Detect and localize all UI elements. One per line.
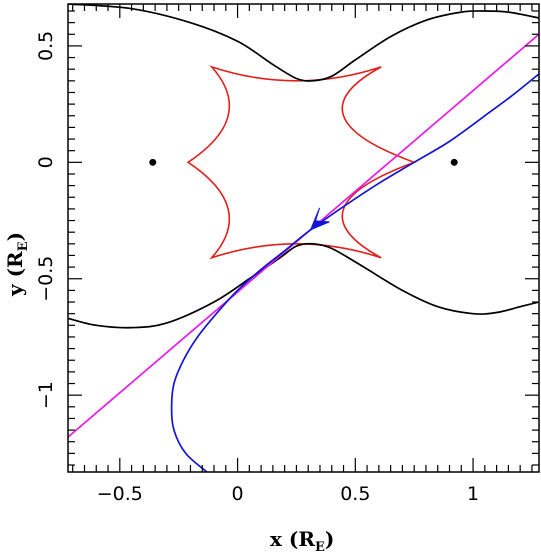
x-tick-label-3: 0.5 (340, 483, 370, 505)
y-axis-label-sub: E (16, 241, 31, 251)
y-axis-label-main: y (R (3, 251, 27, 297)
y-tick-label-4: −1 (35, 381, 57, 409)
y-axis-label-close: ) (3, 232, 27, 241)
plot-frame (67, 3, 540, 473)
lens-point-1 (149, 158, 157, 166)
x-axis-label-close: ) (325, 527, 334, 551)
y-axis-label: y (RE) (3, 232, 31, 297)
plot-area (68, 4, 539, 472)
y-tick-label-1: 0.5 (35, 31, 57, 61)
x-tick-label-4: 1 (467, 483, 479, 505)
y-tick-label-2: 0 (35, 156, 57, 168)
series-line-2 (68, 242, 539, 329)
x-axis-label: x (RE) (270, 527, 334, 555)
lens-point-2 (450, 158, 458, 166)
axis-ticks (68, 4, 539, 472)
x-tick-label-2: 0 (232, 483, 244, 505)
x-tick-label-1: −0.5 (97, 483, 143, 505)
series-line-1 (68, 4, 539, 82)
caustic-curve (186, 65, 417, 260)
trajectory-arrow (309, 207, 330, 231)
x-axis-label-main: x (R (270, 527, 315, 551)
series-line-4 (170, 73, 539, 472)
tick-labels: −0.5 0 0.5 1 0.5 0 −0.5 −1 (35, 31, 479, 505)
y-tick-label-3: −0.5 (35, 256, 57, 302)
x-axis-label-sub: E (315, 540, 325, 555)
